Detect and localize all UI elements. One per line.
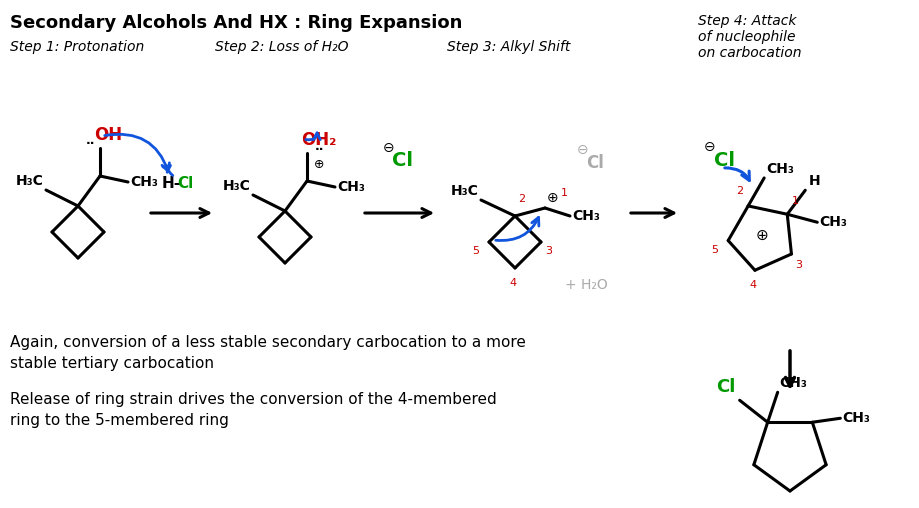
Text: Cl: Cl [713, 150, 734, 170]
Text: H₃C: H₃C [17, 174, 44, 188]
Text: Step 3: Alkyl Shift: Step 3: Alkyl Shift [447, 40, 570, 54]
Text: 5: 5 [471, 246, 479, 256]
Text: 2: 2 [517, 194, 525, 204]
Text: OH₂: OH₂ [301, 131, 336, 149]
Text: CH₃: CH₃ [336, 180, 365, 194]
Text: ··: ·· [314, 143, 324, 155]
Text: ⊖: ⊖ [703, 140, 715, 154]
Text: Step 1: Protonation: Step 1: Protonation [10, 40, 144, 54]
Text: ⊖: ⊖ [576, 143, 588, 157]
FancyArrowPatch shape [724, 168, 749, 180]
Text: CH₃: CH₃ [842, 411, 869, 425]
Text: 2: 2 [736, 186, 743, 196]
Text: 5: 5 [710, 244, 718, 255]
Text: ⊖: ⊖ [383, 141, 394, 155]
Text: Again, conversion of a less stable secondary carbocation to a more
stable tertia: Again, conversion of a less stable secon… [10, 335, 526, 371]
Text: CH₃: CH₃ [778, 376, 807, 390]
Text: ⊕: ⊕ [313, 158, 323, 172]
Text: ⊕: ⊕ [754, 228, 767, 242]
Text: ··: ·· [85, 138, 96, 150]
Text: H: H [808, 174, 819, 188]
Text: + H₂O: + H₂O [564, 278, 607, 292]
Text: Cl: Cl [176, 175, 193, 190]
Text: 4: 4 [509, 278, 516, 288]
Text: CH₃: CH₃ [819, 215, 846, 229]
Text: 1: 1 [791, 196, 799, 206]
Text: H–: H– [162, 175, 182, 190]
Text: Secondary Alcohols And HX : Ring Expansion: Secondary Alcohols And HX : Ring Expansi… [10, 14, 462, 32]
FancyArrowPatch shape [105, 134, 169, 171]
FancyArrowPatch shape [495, 217, 539, 240]
Text: 3: 3 [795, 260, 801, 270]
Text: OH: OH [94, 126, 122, 144]
Text: Cl: Cl [716, 378, 735, 396]
Text: 1: 1 [561, 188, 567, 198]
Text: H₃C: H₃C [450, 184, 479, 198]
Text: H₃C: H₃C [223, 179, 251, 193]
Text: Cl: Cl [585, 154, 603, 172]
Text: CH₃: CH₃ [130, 175, 158, 189]
Text: CH₃: CH₃ [766, 162, 793, 176]
Text: 4: 4 [749, 280, 755, 290]
Text: CH₃: CH₃ [572, 209, 599, 223]
FancyArrowPatch shape [305, 133, 320, 140]
Text: 3: 3 [544, 246, 551, 256]
Text: Step 2: Loss of H₂O: Step 2: Loss of H₂O [215, 40, 348, 54]
Text: Release of ring strain drives the conversion of the 4-membered
ring to the 5-mem: Release of ring strain drives the conver… [10, 392, 496, 428]
FancyArrowPatch shape [163, 166, 173, 175]
Text: Step 4: Attack
of nucleophile
on carbocation: Step 4: Attack of nucleophile on carboca… [698, 14, 800, 60]
Text: ⊕: ⊕ [547, 191, 558, 205]
Text: Cl: Cl [391, 151, 413, 171]
